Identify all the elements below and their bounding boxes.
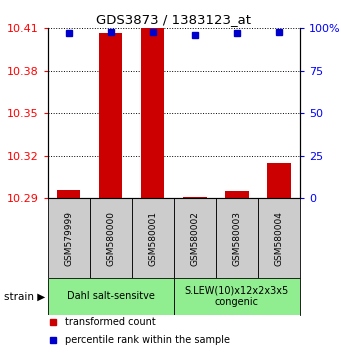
- Text: transformed count: transformed count: [65, 317, 156, 327]
- FancyBboxPatch shape: [132, 198, 174, 278]
- FancyBboxPatch shape: [48, 278, 174, 315]
- Text: GSM580004: GSM580004: [275, 211, 284, 266]
- FancyBboxPatch shape: [90, 198, 132, 278]
- Text: GSM580000: GSM580000: [106, 211, 115, 266]
- Text: GSM580002: GSM580002: [190, 211, 199, 266]
- Bar: [99, 33, 122, 198]
- Bar: [141, 25, 164, 198]
- Text: strain ▶: strain ▶: [4, 291, 46, 302]
- Bar: [225, 191, 249, 198]
- Title: GDS3873 / 1383123_at: GDS3873 / 1383123_at: [97, 13, 251, 26]
- Text: S.LEW(10)x12x2x3x5
congenic: S.LEW(10)x12x2x3x5 congenic: [185, 286, 289, 307]
- Text: percentile rank within the sample: percentile rank within the sample: [65, 335, 231, 345]
- FancyBboxPatch shape: [258, 198, 300, 278]
- FancyBboxPatch shape: [174, 198, 216, 278]
- Bar: [267, 163, 291, 198]
- Text: Dahl salt-sensitve: Dahl salt-sensitve: [67, 291, 155, 302]
- FancyBboxPatch shape: [216, 198, 258, 278]
- Text: GSM579999: GSM579999: [64, 211, 73, 266]
- Bar: [57, 190, 80, 198]
- FancyBboxPatch shape: [48, 198, 90, 278]
- FancyBboxPatch shape: [174, 278, 300, 315]
- Bar: [183, 197, 207, 198]
- Text: GSM580003: GSM580003: [233, 211, 241, 266]
- Text: GSM580001: GSM580001: [148, 211, 158, 266]
